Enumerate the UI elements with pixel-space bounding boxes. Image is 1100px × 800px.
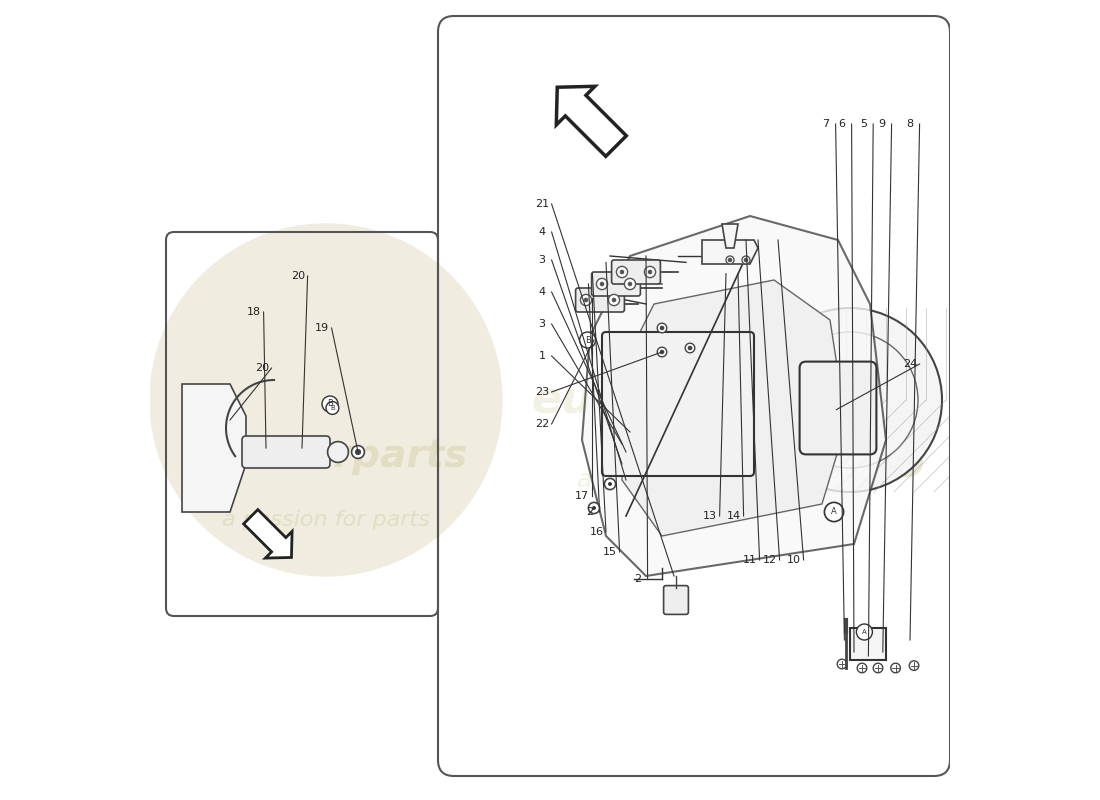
Circle shape [620, 270, 624, 274]
Text: 18: 18 [246, 307, 261, 317]
Circle shape [689, 346, 692, 350]
Text: a passion for parts: a passion for parts [578, 468, 811, 492]
Text: 16: 16 [590, 527, 604, 537]
Circle shape [593, 506, 595, 510]
Polygon shape [557, 86, 626, 156]
Circle shape [837, 659, 847, 669]
Text: 23: 23 [535, 387, 549, 397]
Circle shape [326, 402, 339, 414]
Circle shape [584, 298, 587, 302]
Polygon shape [850, 628, 886, 660]
Circle shape [608, 482, 612, 486]
Text: 8: 8 [906, 119, 914, 129]
Text: 4: 4 [538, 227, 546, 237]
Circle shape [891, 663, 901, 673]
Circle shape [596, 278, 607, 290]
Text: A: A [832, 507, 837, 517]
Circle shape [355, 450, 361, 454]
Polygon shape [243, 510, 293, 558]
Text: 20: 20 [255, 363, 270, 373]
Text: 24: 24 [903, 359, 917, 369]
Circle shape [657, 347, 667, 357]
Text: 85: 85 [859, 440, 928, 488]
Circle shape [758, 308, 942, 492]
Circle shape [728, 258, 732, 262]
Text: 13: 13 [703, 511, 717, 521]
Circle shape [873, 663, 883, 673]
Circle shape [580, 332, 595, 348]
Circle shape [581, 294, 592, 306]
Circle shape [857, 663, 867, 673]
Circle shape [648, 270, 651, 274]
Text: A: A [862, 629, 867, 635]
Text: 3: 3 [539, 255, 546, 265]
Text: 21: 21 [535, 199, 549, 209]
Circle shape [613, 298, 616, 302]
Circle shape [588, 502, 600, 514]
FancyBboxPatch shape [592, 272, 640, 296]
Circle shape [150, 224, 502, 576]
Text: a passion for parts: a passion for parts [222, 510, 430, 530]
Circle shape [824, 502, 844, 522]
Polygon shape [182, 384, 246, 512]
Circle shape [645, 266, 656, 278]
Circle shape [604, 478, 616, 490]
Circle shape [328, 442, 349, 462]
Circle shape [910, 661, 918, 670]
Text: B: B [327, 399, 333, 409]
Text: 5: 5 [860, 119, 867, 129]
Text: 19: 19 [315, 323, 329, 333]
Text: 4: 4 [538, 287, 546, 297]
Text: 10: 10 [786, 555, 801, 565]
Circle shape [601, 282, 604, 286]
Text: 22: 22 [535, 419, 549, 429]
FancyBboxPatch shape [800, 362, 877, 454]
Circle shape [745, 258, 748, 262]
FancyBboxPatch shape [663, 586, 689, 614]
Circle shape [857, 624, 872, 640]
Circle shape [352, 446, 364, 458]
Text: B: B [585, 335, 591, 345]
Circle shape [616, 266, 628, 278]
Text: 12: 12 [763, 555, 777, 565]
Polygon shape [702, 240, 758, 264]
Circle shape [660, 350, 663, 354]
Polygon shape [621, 280, 846, 536]
Text: 11: 11 [742, 555, 757, 565]
Text: 3: 3 [539, 319, 546, 329]
FancyBboxPatch shape [612, 260, 660, 284]
Text: 17: 17 [575, 491, 590, 501]
Text: 14: 14 [727, 511, 741, 521]
Text: B: B [330, 405, 334, 411]
Text: 9: 9 [879, 119, 886, 129]
FancyBboxPatch shape [602, 332, 754, 476]
Circle shape [685, 343, 695, 353]
Circle shape [742, 256, 750, 264]
Text: 6: 6 [838, 119, 846, 129]
Circle shape [322, 396, 338, 412]
Polygon shape [582, 216, 886, 576]
Text: 2: 2 [635, 574, 641, 584]
Text: eurocarparts: eurocarparts [185, 437, 468, 475]
Circle shape [608, 294, 619, 306]
FancyBboxPatch shape [242, 436, 330, 468]
Circle shape [657, 323, 667, 333]
FancyBboxPatch shape [575, 288, 625, 312]
Text: 7: 7 [823, 119, 829, 129]
Text: 2: 2 [586, 507, 594, 517]
Polygon shape [722, 224, 738, 248]
Text: 1: 1 [539, 351, 546, 361]
Text: eurocarparts: eurocarparts [531, 378, 856, 422]
Circle shape [625, 278, 636, 290]
Text: 20: 20 [290, 271, 305, 281]
Circle shape [660, 326, 663, 330]
Circle shape [726, 256, 734, 264]
Text: 15: 15 [603, 547, 617, 557]
Circle shape [628, 282, 631, 286]
